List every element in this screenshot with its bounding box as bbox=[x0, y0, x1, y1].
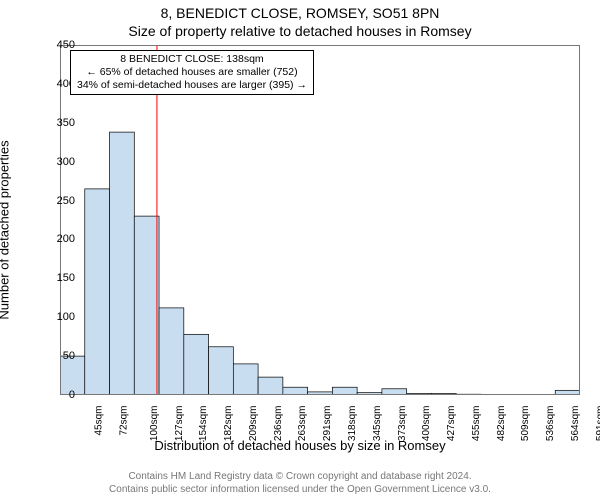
x-tick-label: 373sqm bbox=[397, 406, 408, 442]
annotation-line1: 8 BENEDICT CLOSE: 138sqm bbox=[77, 53, 307, 66]
y-axis-label: Number of detached properties bbox=[0, 51, 12, 230]
y-tick-label: 300 bbox=[57, 156, 75, 168]
annotation-line3: 34% of semi-detached houses are larger (… bbox=[77, 79, 307, 92]
chart-title-line1: 8, BENEDICT CLOSE, ROMSEY, SO51 8PN bbox=[0, 5, 600, 21]
y-tick-label: 200 bbox=[57, 233, 75, 245]
y-tick-label: 150 bbox=[57, 272, 75, 284]
y-tick-label: 350 bbox=[57, 117, 75, 129]
y-tick-label: 0 bbox=[69, 389, 75, 401]
x-tick-label: 455sqm bbox=[471, 406, 482, 442]
x-tick-label: 236sqm bbox=[273, 406, 284, 442]
chart-container: 8, BENEDICT CLOSE, ROMSEY, SO51 8PN Size… bbox=[0, 0, 600, 500]
x-tick-label: 345sqm bbox=[372, 406, 383, 442]
x-tick-label: 427sqm bbox=[446, 406, 457, 442]
x-tick-label: 72sqm bbox=[119, 406, 130, 436]
x-tick-label: 591sqm bbox=[595, 406, 600, 442]
footer-line2: Contains public sector information licen… bbox=[0, 484, 600, 497]
x-tick-label: 291sqm bbox=[322, 406, 333, 442]
annotation-box: 8 BENEDICT CLOSE: 138sqm ← 65% of detach… bbox=[70, 50, 314, 95]
footer-line1: Contains HM Land Registry data © Crown c… bbox=[0, 471, 600, 484]
x-tick-label: 400sqm bbox=[421, 406, 432, 442]
chart-title-line2: Size of property relative to detached ho… bbox=[0, 23, 600, 39]
annotation-line2: ← 65% of detached houses are smaller (75… bbox=[77, 66, 307, 79]
x-tick-label: 564sqm bbox=[570, 406, 581, 442]
x-tick-label: 182sqm bbox=[223, 406, 234, 442]
footer: Contains HM Land Registry data © Crown c… bbox=[0, 471, 600, 496]
y-tick-label: 100 bbox=[57, 311, 75, 323]
x-tick-label: 209sqm bbox=[248, 406, 259, 442]
plot-border bbox=[60, 45, 580, 395]
y-tick-label: 50 bbox=[63, 350, 75, 362]
x-tick-label: 45sqm bbox=[94, 406, 105, 436]
x-tick-label: 154sqm bbox=[199, 406, 210, 442]
y-tick-label: 250 bbox=[57, 195, 75, 207]
x-axis-label: Distribution of detached houses by size … bbox=[0, 438, 600, 453]
x-tick-label: 482sqm bbox=[496, 406, 507, 442]
x-tick-label: 318sqm bbox=[347, 406, 358, 442]
x-tick-label: 127sqm bbox=[174, 406, 185, 442]
x-tick-label: 263sqm bbox=[298, 406, 309, 442]
x-tick-label: 509sqm bbox=[520, 406, 531, 442]
plot-area bbox=[60, 45, 580, 395]
x-tick-label: 100sqm bbox=[149, 406, 160, 442]
x-tick-label: 536sqm bbox=[545, 406, 556, 442]
